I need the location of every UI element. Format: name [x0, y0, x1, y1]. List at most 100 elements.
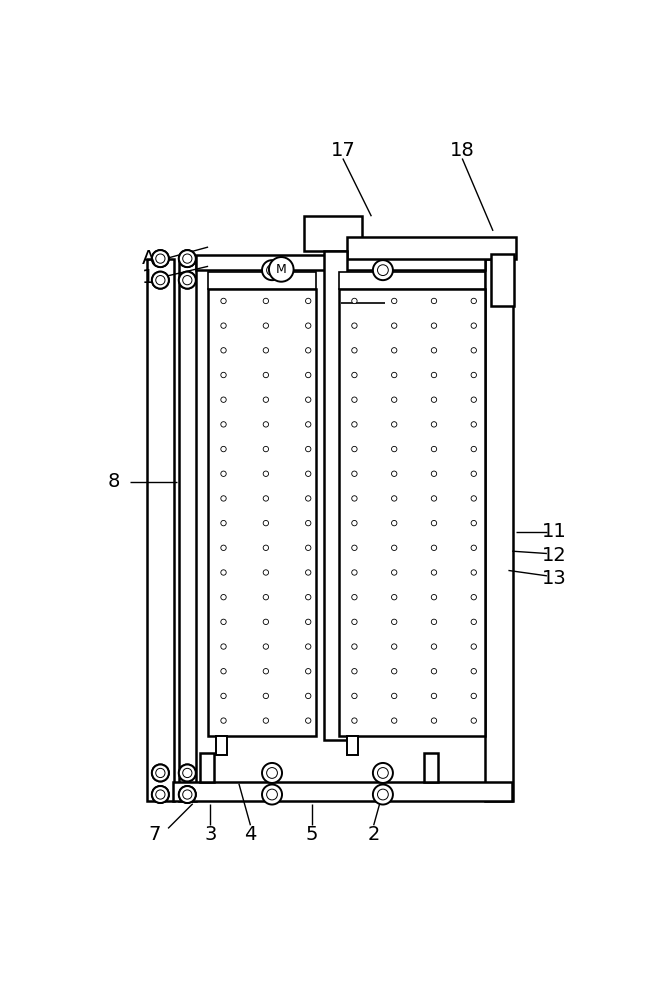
Circle shape — [263, 594, 268, 600]
Circle shape — [263, 372, 268, 378]
Circle shape — [392, 619, 397, 625]
Circle shape — [221, 718, 226, 723]
Circle shape — [263, 397, 268, 402]
Circle shape — [264, 786, 280, 803]
Circle shape — [378, 265, 388, 276]
Circle shape — [432, 693, 437, 699]
Circle shape — [264, 262, 280, 279]
Circle shape — [392, 372, 397, 378]
Text: 3: 3 — [204, 825, 216, 844]
Circle shape — [263, 619, 268, 625]
Circle shape — [179, 786, 196, 803]
Circle shape — [221, 520, 226, 526]
Circle shape — [392, 570, 397, 575]
Bar — [179, 259, 196, 801]
Circle shape — [392, 693, 397, 699]
Text: 13: 13 — [542, 569, 567, 588]
Circle shape — [432, 348, 437, 353]
Circle shape — [471, 520, 476, 526]
Circle shape — [221, 372, 226, 378]
Text: 18: 18 — [450, 141, 475, 160]
Circle shape — [471, 619, 476, 625]
Circle shape — [392, 422, 397, 427]
Circle shape — [266, 789, 278, 800]
Circle shape — [432, 644, 437, 649]
Circle shape — [179, 764, 196, 781]
Circle shape — [432, 520, 437, 526]
Circle shape — [306, 446, 311, 452]
Circle shape — [471, 644, 476, 649]
Bar — [208, 289, 316, 736]
Circle shape — [179, 272, 196, 289]
Circle shape — [432, 619, 437, 625]
Circle shape — [306, 619, 311, 625]
Circle shape — [263, 545, 268, 550]
Circle shape — [392, 348, 397, 353]
Circle shape — [471, 422, 476, 427]
Bar — [339, 289, 486, 736]
Circle shape — [374, 262, 392, 279]
Circle shape — [432, 372, 437, 378]
Circle shape — [352, 644, 357, 649]
Circle shape — [352, 298, 357, 304]
Circle shape — [263, 298, 268, 304]
Circle shape — [156, 254, 165, 263]
Circle shape — [156, 276, 165, 285]
Circle shape — [152, 250, 169, 267]
Text: 5: 5 — [306, 825, 318, 844]
Text: 8: 8 — [108, 472, 121, 491]
Bar — [196, 255, 486, 270]
Circle shape — [263, 471, 268, 476]
Bar — [216, 736, 227, 755]
Circle shape — [306, 644, 311, 649]
Circle shape — [263, 496, 268, 501]
Circle shape — [269, 257, 294, 282]
Circle shape — [432, 446, 437, 452]
Circle shape — [179, 250, 196, 267]
Circle shape — [432, 594, 437, 600]
Circle shape — [432, 496, 437, 501]
Circle shape — [432, 323, 437, 328]
Circle shape — [264, 764, 280, 781]
Circle shape — [432, 422, 437, 427]
Circle shape — [221, 669, 226, 674]
Circle shape — [221, 496, 226, 501]
Circle shape — [432, 397, 437, 402]
Circle shape — [306, 298, 311, 304]
Circle shape — [221, 545, 226, 550]
Circle shape — [182, 254, 192, 263]
Circle shape — [392, 520, 397, 526]
Circle shape — [306, 570, 311, 575]
Circle shape — [266, 768, 278, 778]
Circle shape — [262, 260, 282, 280]
Circle shape — [471, 446, 476, 452]
Circle shape — [392, 644, 397, 649]
Circle shape — [306, 496, 311, 501]
Circle shape — [306, 545, 311, 550]
Circle shape — [306, 520, 311, 526]
Bar — [424, 753, 438, 782]
Circle shape — [432, 570, 437, 575]
Circle shape — [352, 446, 357, 452]
Circle shape — [221, 323, 226, 328]
Bar — [486, 259, 513, 801]
Circle shape — [432, 298, 437, 304]
Circle shape — [263, 570, 268, 575]
Circle shape — [306, 669, 311, 674]
Circle shape — [221, 619, 226, 625]
Text: 11: 11 — [542, 522, 567, 541]
Bar — [339, 272, 486, 289]
Circle shape — [152, 250, 169, 267]
Circle shape — [392, 496, 397, 501]
Circle shape — [221, 298, 226, 304]
Bar — [208, 272, 316, 289]
Circle shape — [156, 768, 165, 778]
Circle shape — [471, 594, 476, 600]
Circle shape — [392, 594, 397, 600]
Circle shape — [352, 348, 357, 353]
Circle shape — [263, 669, 268, 674]
Circle shape — [352, 619, 357, 625]
Circle shape — [392, 669, 397, 674]
Circle shape — [352, 570, 357, 575]
Circle shape — [221, 693, 226, 699]
